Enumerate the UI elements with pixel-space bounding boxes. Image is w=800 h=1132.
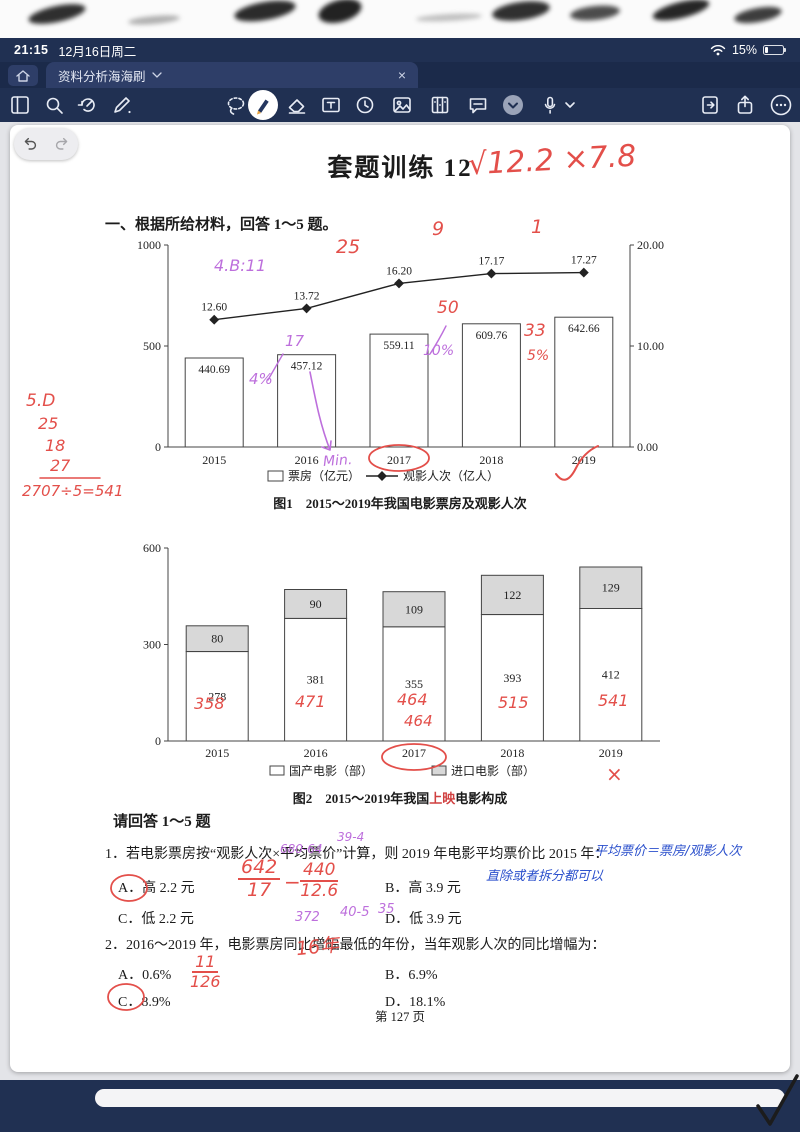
fig1-caption: 图1 2015～2019年我国电影票房及观影人次	[273, 496, 527, 511]
page-number: 第 127 页	[374, 1010, 425, 1024]
q1-option-c: C．低 2.2 元	[118, 912, 194, 927]
page-title: 套题训练 12	[327, 155, 473, 182]
tab-title: 资料分析海海刷	[58, 69, 146, 84]
chevron-down-icon	[151, 72, 162, 78]
undo-icon[interactable]	[20, 134, 40, 154]
photo-smudge	[491, 0, 551, 24]
q1-option-a: A．高 2.2 元	[118, 881, 195, 896]
pen-icon	[257, 99, 269, 115]
home-icon	[16, 69, 30, 82]
eraser-icon[interactable]	[285, 93, 309, 117]
status-time: 21:15	[14, 43, 49, 57]
tab-close-icon[interactable]: ×	[397, 67, 406, 83]
battery-percent: 15%	[731, 43, 757, 57]
question-1-text: 1．若电影票房按“观影人次×平均票价”计算，则 2019 年电影平均票价比 20…	[105, 847, 609, 862]
fig2-caption-highlight: 上映	[429, 791, 456, 806]
material-intro: 一、根据所给材料，回答 1～5 题。	[105, 217, 338, 233]
export-icon[interactable]	[698, 93, 722, 117]
collapse-icon[interactable]	[501, 93, 525, 117]
fig2-caption: 图2 2015～2019年我国上映电影构成	[292, 791, 508, 806]
answer-prompt: 请回答 1～5 题	[113, 814, 211, 830]
battery-icon	[763, 45, 784, 55]
undo-redo-pill	[14, 128, 78, 160]
tab-bar: 资料分析海海刷 ×	[0, 62, 800, 88]
q2-option-a: A．0.6%	[118, 968, 172, 983]
photo-smudge	[127, 13, 181, 27]
photo-smudge	[733, 3, 783, 27]
q2-option-b: B．6.9%	[385, 968, 438, 983]
image-icon[interactable]	[390, 93, 414, 117]
text-box-icon[interactable]	[319, 93, 343, 117]
record-icon[interactable]	[538, 93, 562, 117]
status-date: 12月16日周二	[58, 44, 137, 59]
lasso-icon[interactable]	[224, 93, 248, 117]
photo-smudge	[26, 0, 88, 28]
record-chevron-icon[interactable]	[564, 99, 576, 111]
q1-option-b: B．高 3.9 元	[385, 881, 461, 896]
bottom-bezel	[0, 1080, 800, 1132]
question-2-text: 2．2016～2019 年，电影票房同比增幅最低的年份，当年观影人次的同比增幅为…	[105, 938, 606, 953]
pen-settings-icon[interactable]	[110, 93, 134, 117]
document-page	[10, 125, 790, 1072]
table-icon[interactable]	[428, 93, 452, 117]
convert-icon[interactable]	[76, 93, 100, 117]
status-icons: 15%	[710, 43, 786, 57]
q2-option-d: D．18.1%	[385, 995, 446, 1010]
notebook-icon[interactable]	[8, 93, 32, 117]
photo-smudge	[232, 0, 298, 26]
photo-smudge	[315, 0, 365, 28]
toolbar	[0, 88, 800, 122]
q1-option-d: D．低 3.9 元	[385, 912, 462, 927]
photo-smudge	[650, 0, 712, 25]
pen-tool-selected[interactable]	[248, 90, 278, 120]
home-button[interactable]	[8, 65, 38, 86]
status-bar: 21:15 12月16日周二 15%	[0, 38, 800, 62]
photo-smudge	[569, 3, 621, 23]
document-tab[interactable]: 资料分析海海刷 ×	[46, 62, 418, 88]
more-icon[interactable]	[769, 93, 793, 117]
redo-icon[interactable]	[52, 134, 72, 154]
photo-background-strip	[0, 0, 800, 38]
photo-smudge	[415, 12, 483, 23]
search-icon[interactable]	[42, 93, 66, 117]
comment-icon[interactable]	[466, 93, 490, 117]
battery-nub	[784, 48, 786, 52]
clock-icon[interactable]	[353, 93, 377, 117]
share-icon[interactable]	[733, 93, 757, 117]
wifi-icon	[710, 45, 726, 56]
next-page-edge	[95, 1089, 785, 1107]
